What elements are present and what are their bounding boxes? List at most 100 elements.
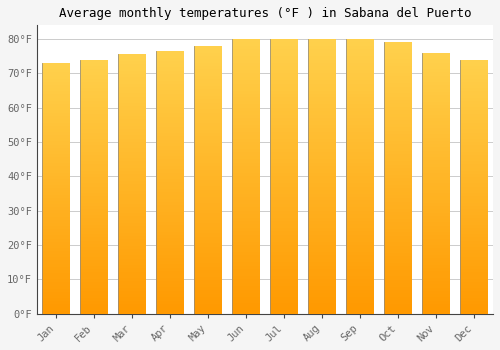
Bar: [270, 187, 298, 190]
Bar: [270, 70, 298, 74]
Bar: [80, 285, 108, 288]
Bar: [118, 190, 146, 194]
Bar: [308, 70, 336, 74]
Bar: [156, 310, 184, 314]
Bar: [232, 224, 260, 228]
Bar: [422, 265, 450, 268]
Bar: [194, 93, 222, 96]
Bar: [270, 77, 298, 80]
Bar: [194, 160, 222, 163]
Bar: [346, 197, 374, 201]
Bar: [270, 74, 298, 77]
Bar: [270, 169, 298, 173]
Bar: [308, 139, 336, 142]
Bar: [422, 102, 450, 105]
Bar: [270, 204, 298, 207]
Bar: [42, 104, 70, 107]
Bar: [308, 97, 336, 101]
Bar: [232, 252, 260, 256]
Bar: [422, 301, 450, 304]
Bar: [42, 145, 70, 148]
Bar: [80, 114, 108, 117]
Bar: [308, 241, 336, 245]
Bar: [346, 286, 374, 290]
Bar: [270, 163, 298, 166]
Bar: [270, 180, 298, 183]
Bar: [346, 125, 374, 128]
Bar: [422, 95, 450, 98]
Bar: [118, 61, 146, 64]
Bar: [232, 118, 260, 121]
Bar: [80, 228, 108, 231]
Bar: [384, 188, 412, 192]
Bar: [80, 260, 108, 263]
Bar: [460, 177, 488, 180]
Bar: [384, 73, 412, 76]
Bar: [80, 295, 108, 298]
Bar: [80, 133, 108, 136]
Bar: [308, 224, 336, 228]
Bar: [270, 49, 298, 53]
Bar: [42, 72, 70, 76]
Bar: [118, 233, 146, 236]
Bar: [194, 63, 222, 66]
Bar: [42, 220, 70, 223]
Bar: [270, 80, 298, 84]
Bar: [156, 218, 184, 222]
Bar: [308, 180, 336, 183]
Bar: [460, 66, 488, 69]
Bar: [156, 94, 184, 97]
Bar: [42, 195, 70, 198]
Bar: [384, 280, 412, 283]
Bar: [460, 130, 488, 133]
Bar: [460, 215, 488, 218]
Bar: [460, 225, 488, 228]
Bar: [42, 304, 70, 307]
Bar: [384, 222, 412, 225]
Bar: [346, 156, 374, 159]
Bar: [308, 135, 336, 139]
Bar: [118, 74, 146, 77]
Bar: [194, 106, 222, 110]
Bar: [156, 235, 184, 238]
Bar: [270, 104, 298, 108]
Bar: [270, 201, 298, 204]
Bar: [156, 307, 184, 310]
Bar: [118, 145, 146, 148]
Bar: [308, 132, 336, 135]
Bar: [232, 303, 260, 307]
Bar: [460, 114, 488, 117]
Bar: [346, 132, 374, 135]
Bar: [118, 142, 146, 145]
Bar: [232, 111, 260, 114]
Bar: [80, 180, 108, 183]
Bar: [422, 278, 450, 281]
Bar: [194, 56, 222, 59]
Bar: [460, 285, 488, 288]
Bar: [308, 159, 336, 163]
Bar: [232, 307, 260, 310]
Bar: [156, 202, 184, 205]
Bar: [384, 110, 412, 114]
Bar: [118, 210, 146, 213]
Bar: [42, 248, 70, 251]
Bar: [346, 279, 374, 283]
Bar: [384, 185, 412, 188]
Bar: [42, 179, 70, 182]
Bar: [270, 190, 298, 194]
Bar: [118, 226, 146, 230]
Bar: [118, 197, 146, 200]
Bar: [156, 87, 184, 90]
Bar: [118, 223, 146, 226]
Bar: [422, 288, 450, 291]
Bar: [42, 173, 70, 176]
Bar: [156, 271, 184, 274]
Bar: [346, 60, 374, 63]
Bar: [232, 273, 260, 276]
Bar: [346, 87, 374, 91]
Bar: [80, 104, 108, 107]
Bar: [308, 286, 336, 290]
Bar: [308, 39, 336, 42]
Bar: [384, 195, 412, 198]
Bar: [460, 111, 488, 114]
